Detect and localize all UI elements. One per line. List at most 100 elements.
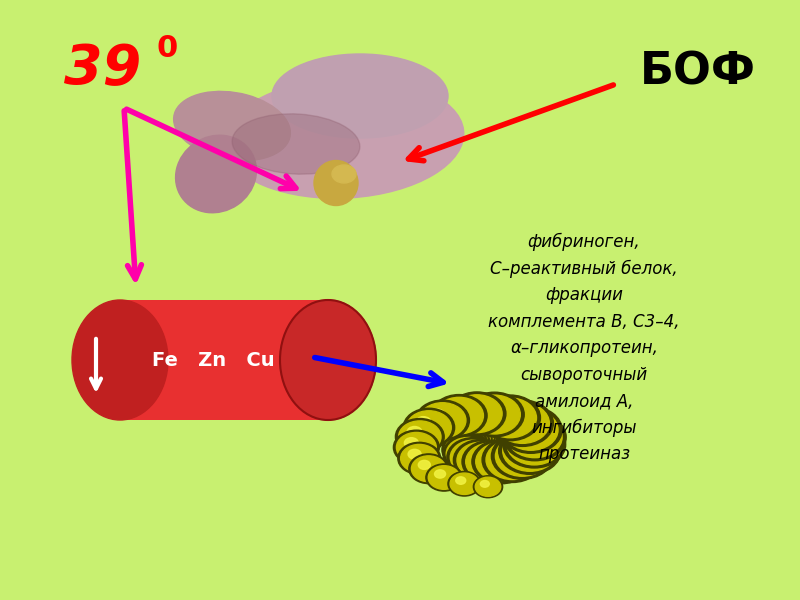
Circle shape xyxy=(474,432,482,439)
Circle shape xyxy=(476,442,527,481)
Circle shape xyxy=(499,406,562,454)
Circle shape xyxy=(401,445,438,472)
Circle shape xyxy=(503,413,566,461)
Circle shape xyxy=(445,404,462,416)
Circle shape xyxy=(398,442,441,475)
Circle shape xyxy=(443,435,493,472)
Circle shape xyxy=(507,424,562,465)
Circle shape xyxy=(475,477,501,496)
Circle shape xyxy=(455,428,487,452)
Circle shape xyxy=(446,432,484,460)
Circle shape xyxy=(409,454,449,484)
FancyBboxPatch shape xyxy=(120,300,328,420)
Circle shape xyxy=(462,401,479,415)
Circle shape xyxy=(518,424,538,438)
Text: БОФ: БОФ xyxy=(640,50,756,94)
Circle shape xyxy=(472,440,531,484)
Text: Fe   Zn   Cu: Fe Zn Cu xyxy=(152,350,274,370)
Circle shape xyxy=(495,436,549,476)
Circle shape xyxy=(448,392,506,436)
Circle shape xyxy=(476,449,493,463)
Circle shape xyxy=(479,433,486,439)
Ellipse shape xyxy=(175,135,257,213)
Circle shape xyxy=(465,392,524,437)
Circle shape xyxy=(426,464,462,491)
Circle shape xyxy=(403,408,454,447)
Circle shape xyxy=(488,440,491,442)
Ellipse shape xyxy=(332,165,356,183)
Circle shape xyxy=(431,395,487,437)
Circle shape xyxy=(407,427,422,437)
Circle shape xyxy=(485,438,496,446)
Circle shape xyxy=(462,440,519,483)
Circle shape xyxy=(506,410,525,424)
Circle shape xyxy=(482,437,542,482)
Circle shape xyxy=(518,431,537,445)
Circle shape xyxy=(446,437,490,470)
Circle shape xyxy=(445,434,486,465)
Circle shape xyxy=(411,456,446,482)
Circle shape xyxy=(448,472,481,496)
Circle shape xyxy=(447,437,499,477)
Circle shape xyxy=(474,476,502,498)
Circle shape xyxy=(494,405,513,419)
Circle shape xyxy=(480,433,497,446)
Circle shape xyxy=(460,427,492,451)
Circle shape xyxy=(480,481,490,487)
Circle shape xyxy=(419,403,466,438)
Circle shape xyxy=(469,429,493,447)
Circle shape xyxy=(454,440,508,481)
Circle shape xyxy=(450,430,485,455)
Circle shape xyxy=(395,419,444,455)
Circle shape xyxy=(459,446,475,458)
Circle shape xyxy=(469,395,520,434)
Circle shape xyxy=(434,397,483,434)
Ellipse shape xyxy=(72,300,168,420)
Circle shape xyxy=(473,430,497,448)
Circle shape xyxy=(398,421,441,453)
Circle shape xyxy=(466,427,495,449)
Circle shape xyxy=(429,409,445,421)
Ellipse shape xyxy=(174,91,290,161)
Circle shape xyxy=(474,431,495,446)
Circle shape xyxy=(506,443,525,457)
Circle shape xyxy=(503,421,566,468)
Ellipse shape xyxy=(280,300,376,420)
Circle shape xyxy=(479,402,497,416)
Circle shape xyxy=(491,433,553,479)
Circle shape xyxy=(498,428,561,475)
Circle shape xyxy=(467,432,478,439)
Ellipse shape xyxy=(224,78,464,198)
Circle shape xyxy=(415,400,470,440)
Circle shape xyxy=(455,443,470,455)
Circle shape xyxy=(456,477,466,484)
Ellipse shape xyxy=(272,54,448,138)
Circle shape xyxy=(434,470,446,478)
Circle shape xyxy=(450,473,478,494)
Circle shape xyxy=(404,437,418,448)
Circle shape xyxy=(491,400,554,446)
Circle shape xyxy=(397,433,436,463)
Circle shape xyxy=(514,438,533,452)
Circle shape xyxy=(457,434,470,443)
Circle shape xyxy=(462,433,473,441)
Circle shape xyxy=(483,436,497,446)
Circle shape xyxy=(483,398,537,438)
Circle shape xyxy=(453,427,490,454)
Ellipse shape xyxy=(232,114,360,174)
Circle shape xyxy=(486,440,538,479)
Circle shape xyxy=(497,447,515,461)
Circle shape xyxy=(406,411,451,445)
Text: 39: 39 xyxy=(64,42,142,96)
Circle shape xyxy=(418,460,430,469)
Circle shape xyxy=(428,466,460,490)
Circle shape xyxy=(504,409,558,450)
Circle shape xyxy=(457,442,505,478)
Circle shape xyxy=(482,435,498,446)
Circle shape xyxy=(479,395,541,441)
Circle shape xyxy=(466,443,515,481)
Text: фибриноген,
С–реактивный белок,
фракции
комплемента В, С3–4,
α–гликопротеин,
сыв: фибриноген, С–реактивный белок, фракции … xyxy=(488,233,680,463)
Circle shape xyxy=(443,430,487,462)
Circle shape xyxy=(483,435,489,440)
Circle shape xyxy=(453,440,467,451)
